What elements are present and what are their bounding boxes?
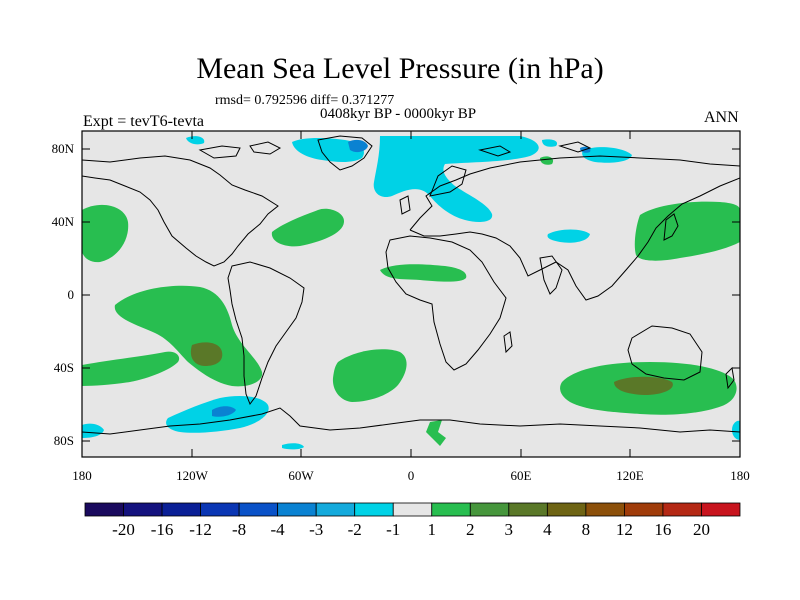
colorbar-swatch (469, 502, 510, 517)
colorbar-label: 4 (543, 520, 552, 539)
colorbar-label: -8 (232, 520, 247, 539)
colorbar-swatch (624, 502, 664, 517)
axis-ticks (81, 131, 741, 457)
colorbar-label: -4 (270, 520, 285, 539)
lon-label-180e: 180 (730, 468, 750, 483)
lat-label-80n: 80N (51, 141, 74, 156)
colorbar-label: 1 (427, 520, 437, 539)
lon-label-60w: 60W (288, 468, 314, 483)
colorbar-swatch (585, 502, 625, 517)
colorbar-label: -1 (386, 520, 401, 539)
colorbar (84, 502, 741, 517)
lon-label-120w: 120W (176, 468, 208, 483)
colorbar-label: -2 (347, 520, 362, 539)
lat-label-40s: 40S (53, 360, 74, 375)
colorbar-label: 2 (466, 520, 475, 539)
strong-positive-regions (190, 342, 673, 395)
stats-line: rmsd= 0.792596 diff= 0.371277 (215, 93, 395, 108)
lon-label-0: 0 (407, 468, 415, 483)
colorbar-label: 3 (504, 520, 514, 539)
season-label: ANN (704, 109, 739, 126)
lon-label-120e: 120E (616, 468, 644, 483)
lat-label-80s: 80S (53, 433, 74, 448)
colorbar-swatch (508, 502, 548, 517)
colorbar-swatch (546, 502, 587, 517)
colorbar-label: -12 (189, 520, 212, 539)
colorbar-swatch (123, 502, 163, 517)
lon-label-60e: 60E (510, 468, 532, 483)
colorbar-swatch (84, 502, 124, 517)
lat-label-0: 0 (67, 287, 75, 302)
colorbar-swatch (392, 502, 433, 517)
colorbar-swatch (431, 502, 471, 517)
colorbar-swatch (161, 502, 201, 517)
colorbar-label: 8 (581, 520, 591, 539)
colorbar-swatch (200, 502, 240, 517)
colorbar-swatch (277, 502, 317, 517)
colorbar-label: -16 (150, 520, 174, 539)
period-line: 0408kyr BP - 0000kyr BP (320, 106, 477, 122)
lon-label-180w: 180 (72, 468, 92, 483)
colorbar-swatch (315, 502, 356, 517)
colorbar-swatch (354, 502, 394, 517)
colorbar-label: 12 (615, 520, 633, 539)
colorbar-label: -3 (309, 520, 324, 539)
colorbar-label: 16 (654, 520, 672, 539)
colorbar-swatch (701, 502, 741, 517)
map-title: Mean Sea Level Pressure (in hPa) (196, 52, 604, 85)
lat-label-40n: 40N (51, 214, 74, 229)
coastlines (82, 135, 740, 435)
colorbar-label: 20 (693, 520, 710, 539)
colorbar-swatch (662, 502, 702, 517)
colorbar-swatch (238, 502, 279, 517)
colorbar-label: -20 (112, 520, 135, 539)
experiment-label: Expt = tevT6-tevta (83, 113, 204, 130)
